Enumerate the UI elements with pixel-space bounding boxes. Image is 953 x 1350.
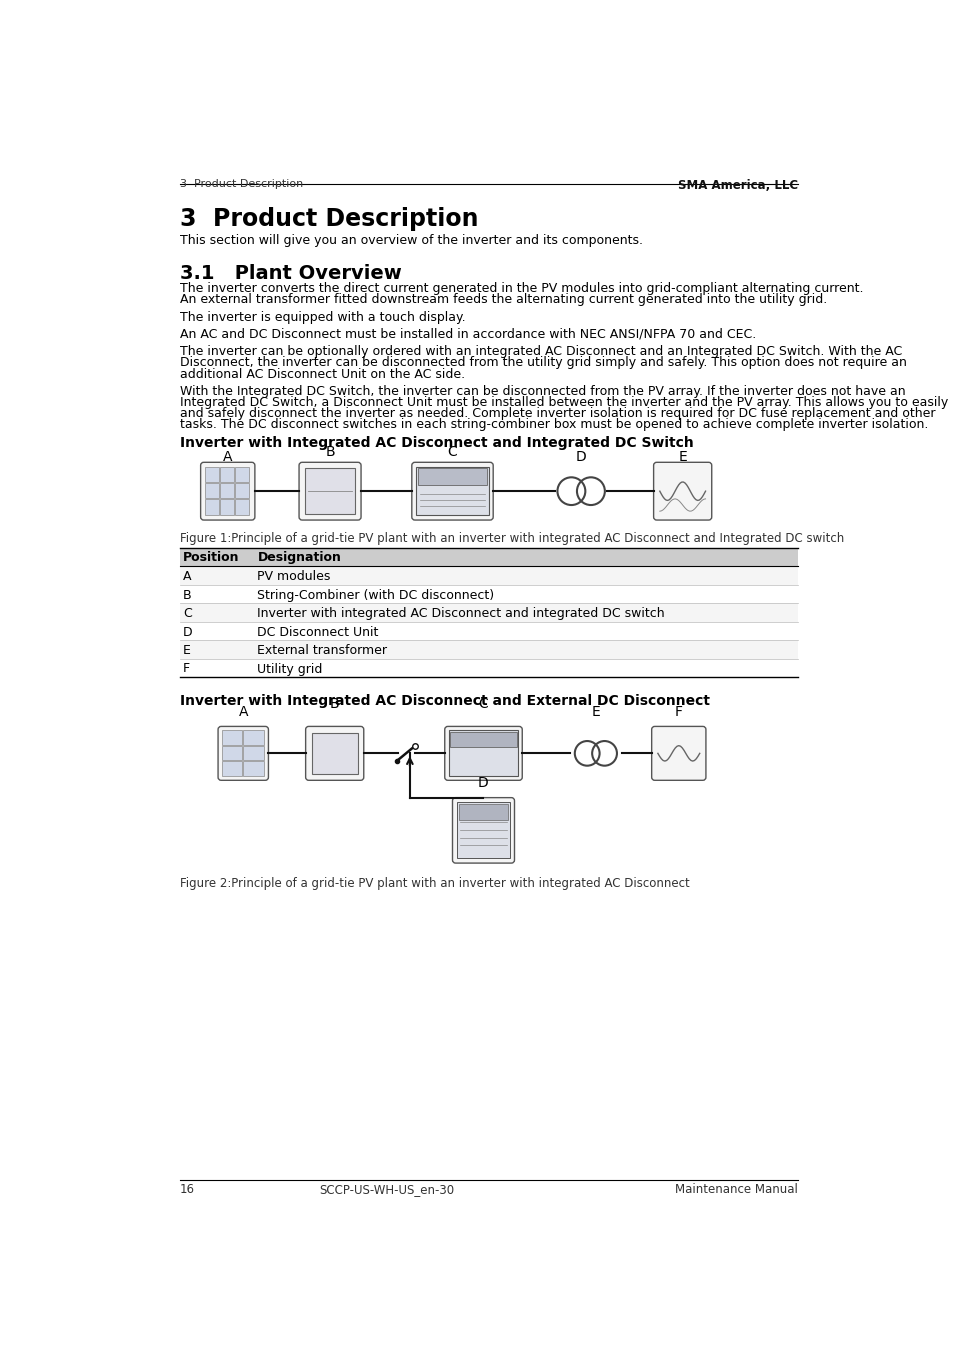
FancyBboxPatch shape xyxy=(235,483,249,498)
Text: 3.1   Plant Overview: 3.1 Plant Overview xyxy=(180,263,401,282)
Text: D: D xyxy=(477,776,488,790)
Text: SMA America, LLC: SMA America, LLC xyxy=(678,180,797,192)
FancyBboxPatch shape xyxy=(218,726,268,780)
Text: F: F xyxy=(674,705,682,718)
FancyBboxPatch shape xyxy=(180,548,797,566)
Text: E: E xyxy=(183,644,191,657)
FancyBboxPatch shape xyxy=(235,500,249,514)
FancyBboxPatch shape xyxy=(448,730,517,776)
FancyBboxPatch shape xyxy=(222,745,242,760)
FancyBboxPatch shape xyxy=(220,483,234,498)
Text: B: B xyxy=(325,446,335,459)
Text: F: F xyxy=(183,663,190,675)
Text: 16: 16 xyxy=(180,1183,194,1196)
FancyBboxPatch shape xyxy=(220,500,234,514)
FancyBboxPatch shape xyxy=(243,761,264,776)
Text: The inverter is equipped with a touch display.: The inverter is equipped with a touch di… xyxy=(180,310,465,324)
Text: Disconnect, the inverter can be disconnected from the utility grid simply and sa: Disconnect, the inverter can be disconne… xyxy=(180,356,905,370)
FancyBboxPatch shape xyxy=(180,603,797,622)
FancyBboxPatch shape xyxy=(452,798,514,863)
Text: Principle of a grid-tie PV plant with an inverter with integrated AC Disconnect : Principle of a grid-tie PV plant with an… xyxy=(220,532,843,545)
Text: E: E xyxy=(678,451,686,464)
FancyBboxPatch shape xyxy=(298,462,360,520)
Text: B: B xyxy=(330,697,339,711)
Text: 3  Product Description: 3 Product Description xyxy=(180,207,477,231)
Text: and safely disconnect the inverter as needed. Complete inverter isolation is req: and safely disconnect the inverter as ne… xyxy=(180,408,934,420)
FancyBboxPatch shape xyxy=(205,500,219,514)
FancyBboxPatch shape xyxy=(180,585,797,603)
FancyBboxPatch shape xyxy=(222,730,242,745)
Text: Figure 1:: Figure 1: xyxy=(180,532,231,545)
Text: The inverter can be optionally ordered with an integrated AC Disconnect and an I: The inverter can be optionally ordered w… xyxy=(180,346,902,358)
FancyBboxPatch shape xyxy=(417,468,486,485)
Text: D: D xyxy=(183,625,193,639)
Text: Utility grid: Utility grid xyxy=(257,663,322,675)
Text: DC Disconnect Unit: DC Disconnect Unit xyxy=(257,625,378,639)
FancyBboxPatch shape xyxy=(653,462,711,520)
Text: C: C xyxy=(183,608,192,620)
Text: B: B xyxy=(183,589,192,602)
Text: An external transformer fitted downstream feeds the alternating current generate: An external transformer fitted downstrea… xyxy=(180,293,826,306)
Text: Designation: Designation xyxy=(257,551,341,564)
FancyBboxPatch shape xyxy=(243,745,264,760)
FancyBboxPatch shape xyxy=(312,733,357,774)
FancyBboxPatch shape xyxy=(416,467,488,516)
FancyBboxPatch shape xyxy=(235,467,249,482)
Text: PV modules: PV modules xyxy=(257,570,331,583)
Text: additional AC Disconnect Unit on the AC side.: additional AC Disconnect Unit on the AC … xyxy=(180,367,464,381)
FancyBboxPatch shape xyxy=(220,467,234,482)
Text: tasks. The DC disconnect switches in each string-combiner box must be opened to : tasks. The DC disconnect switches in eac… xyxy=(180,418,927,432)
Text: A: A xyxy=(183,570,192,583)
FancyBboxPatch shape xyxy=(450,732,517,747)
FancyBboxPatch shape xyxy=(305,468,355,514)
FancyBboxPatch shape xyxy=(243,730,264,745)
Text: Integrated DC Switch, a Disconnect Unit must be installed between the inverter a: Integrated DC Switch, a Disconnect Unit … xyxy=(180,396,947,409)
Text: SCCP-US-WH-US_en-30: SCCP-US-WH-US_en-30 xyxy=(318,1183,454,1196)
FancyBboxPatch shape xyxy=(180,566,797,585)
FancyBboxPatch shape xyxy=(205,467,219,482)
Text: Inverter with Integrated AC Disconnect and External DC Disconnect: Inverter with Integrated AC Disconnect a… xyxy=(180,694,709,707)
Text: Figure 2:: Figure 2: xyxy=(180,878,231,890)
FancyBboxPatch shape xyxy=(180,640,797,659)
Text: Position: Position xyxy=(183,551,239,564)
FancyBboxPatch shape xyxy=(444,726,521,780)
Text: 3  Product Description: 3 Product Description xyxy=(180,180,303,189)
FancyBboxPatch shape xyxy=(222,761,242,776)
Text: Principle of a grid-tie PV plant with an inverter with integrated AC Disconnect: Principle of a grid-tie PV plant with an… xyxy=(220,878,689,890)
Text: Maintenance Manual: Maintenance Manual xyxy=(675,1183,797,1196)
Text: Inverter with Integrated AC Disconnect and Integrated DC Switch: Inverter with Integrated AC Disconnect a… xyxy=(180,436,693,450)
Text: String-Combiner (with DC disconnect): String-Combiner (with DC disconnect) xyxy=(257,589,494,602)
Text: A: A xyxy=(223,451,233,464)
Text: Inverter with integrated AC Disconnect and integrated DC switch: Inverter with integrated AC Disconnect a… xyxy=(257,608,664,620)
FancyBboxPatch shape xyxy=(180,622,797,640)
Text: This section will give you an overview of the inverter and its components.: This section will give you an overview o… xyxy=(180,235,642,247)
Text: An AC and DC Disconnect must be installed in accordance with NEC ANSI/NFPA 70 an: An AC and DC Disconnect must be installe… xyxy=(180,328,756,342)
Text: E: E xyxy=(591,705,599,718)
FancyBboxPatch shape xyxy=(456,802,509,859)
FancyBboxPatch shape xyxy=(200,462,254,520)
Text: C: C xyxy=(478,697,488,711)
FancyBboxPatch shape xyxy=(458,803,508,819)
Text: D: D xyxy=(576,451,586,464)
FancyBboxPatch shape xyxy=(651,726,705,780)
Text: A: A xyxy=(238,705,248,718)
Text: C: C xyxy=(447,446,456,459)
FancyBboxPatch shape xyxy=(412,462,493,520)
FancyBboxPatch shape xyxy=(305,726,363,780)
FancyBboxPatch shape xyxy=(205,483,219,498)
Text: The inverter converts the direct current generated in the PV modules into grid-c: The inverter converts the direct current… xyxy=(180,282,862,296)
Text: With the Integrated DC Switch, the inverter can be disconnected from the PV arra: With the Integrated DC Switch, the inver… xyxy=(180,385,904,398)
Text: External transformer: External transformer xyxy=(257,644,387,657)
FancyBboxPatch shape xyxy=(180,659,797,678)
